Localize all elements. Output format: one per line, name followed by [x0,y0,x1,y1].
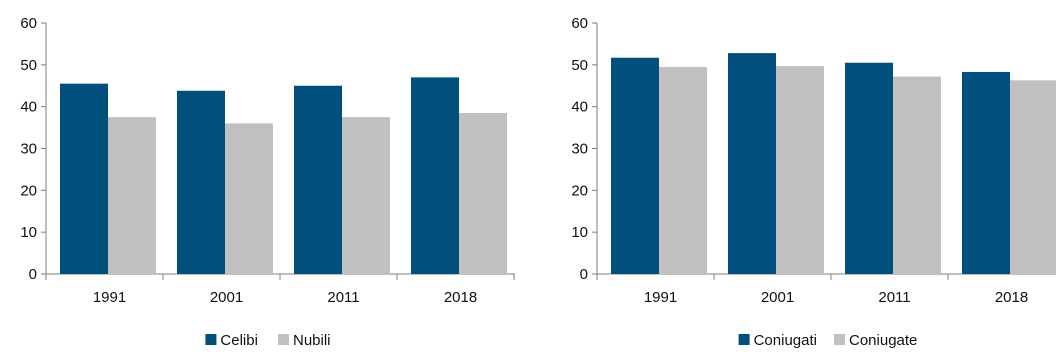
chart-right-bar-coniugate-2001 [776,66,824,274]
chart-right-y-tick-label: 50 [571,57,588,74]
chart-right-y-tick-label: 60 [571,15,588,32]
chart-left-y-tick-label: 30 [20,141,37,158]
chart-right-legend-label-coniugati: Coniugati [754,332,817,349]
chart-left-y-tick-label: 20 [20,182,37,199]
chart-left-x-tick-label: 1991 [93,289,126,306]
chart-left-x-tick-label: 2018 [444,289,477,306]
chart-left-bar-celibi-1991 [60,83,108,275]
chart-right-legend-swatch-coniugate [834,334,845,345]
chart-left-bar-nubili-2011 [342,117,390,274]
chart-right-x-tick-label: 2011 [878,289,910,306]
chart-right: 0 10 20 30 40 50 60 1991 2001 2011 2018 Coniugati Co… [571,15,1056,349]
chart-left-y-tick-label: 0 [29,266,37,283]
chart-right-y-tick-label: 40 [571,99,588,116]
chart-right-x-tick-label: 2018 [995,289,1028,306]
chart-right-bar-coniugate-1991 [659,66,707,274]
chart-left-y-tick-label: 60 [20,15,37,32]
chart-right-bar-coniugati-2018 [962,71,1010,274]
chart-left-x-tick-label: 2001 [210,289,243,306]
chart-right-bar-coniugati-2011 [845,62,893,274]
chart-right-y-tick-label: 30 [571,141,588,158]
chart-right-legend-label-coniugate: Coniugate [849,332,917,349]
chart-right-bar-coniugati-1991 [611,57,659,275]
chart-left-legend-label-nubili: Nubili [293,332,331,349]
chart-left-bar-nubili-2001 [225,123,273,275]
chart-right-bar-coniugate-2018 [1010,80,1056,274]
chart-right-x-tick-label: 1991 [644,289,677,306]
chart-left-bar-celibi-2001 [177,90,225,275]
chart-left-x-tick-label: 2011 [327,289,359,306]
chart-left-bar-nubili-1991 [108,117,156,274]
chart-right-bar-coniugati-2001 [728,53,776,275]
chart-right-y-tick-label: 0 [580,266,588,283]
chart-left-legend-swatch-celibi [205,334,217,345]
chart-right-bar-coniugate-2011 [893,76,941,275]
chart-right-y-tick-label: 10 [571,224,588,241]
chart-right-y-tick-label: 20 [571,182,588,199]
chart-right-legend-swatch-coniugati [738,334,750,345]
chart-left-bar-celibi-2018 [411,77,459,274]
chart-left-bar-nubili-2018 [459,112,507,274]
chart-right-x-tick-label: 2001 [761,289,794,306]
chart-left-y-tick-label: 50 [20,57,37,74]
chart-left: 0 10 20 30 40 50 60 1991 2001 2011 2018 Celibi Nubil… [20,15,515,349]
chart-left-legend-swatch-nubili [278,334,289,345]
chart-left-bar-celibi-2011 [294,85,342,274]
chart-left-y-tick-label: 10 [20,224,37,241]
chart-left-legend-label-celibi: Celibi [220,332,258,349]
chart-left-y-tick-label: 40 [20,99,37,116]
